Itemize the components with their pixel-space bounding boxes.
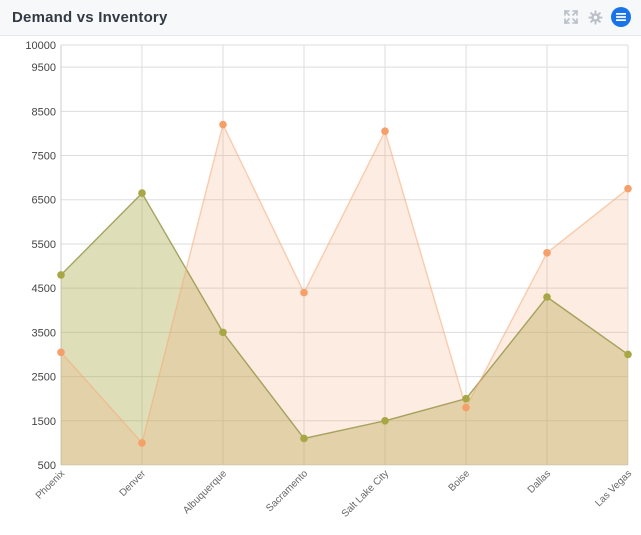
series-1-point <box>462 394 470 403</box>
y-tick-label: 4500 <box>32 283 56 295</box>
y-tick-label: 3500 <box>32 327 56 339</box>
panel-tools <box>563 7 631 27</box>
y-tick-label: 8500 <box>32 106 56 118</box>
chart-area: 500 1500 2500 3500 4500 5500 6500 7500 8500 9500 1… <box>0 36 641 530</box>
series-1-line <box>60 191 629 440</box>
series-2-point <box>219 120 227 129</box>
y-tick-label: 2500 <box>32 372 56 384</box>
y-tick-label: 10000 <box>25 40 56 52</box>
x-tick-label: Boise <box>447 468 473 494</box>
x-tick-label: Las Vegas <box>593 468 634 509</box>
series-2-point <box>543 248 551 257</box>
menu-icon[interactable] <box>611 7 631 27</box>
series-2-point <box>57 348 65 357</box>
series-1-point <box>624 350 632 359</box>
series-2-point <box>624 184 632 193</box>
expand-icon[interactable] <box>563 9 579 25</box>
series-1-point <box>381 416 389 425</box>
series-2-point <box>381 127 389 136</box>
x-tick-label: Albuquerque <box>181 468 229 516</box>
series-1-point <box>300 434 308 443</box>
x-tick-label: Dallas <box>526 468 553 495</box>
series-1-point <box>138 189 146 197</box>
y-tick-label: 5500 <box>32 239 56 251</box>
panel-title: Demand vs Inventory <box>12 9 168 26</box>
y-tick-label: 500 <box>38 460 56 472</box>
y-tick-label: 7500 <box>32 151 56 163</box>
x-tick-label: Sacramento <box>264 468 310 514</box>
series-2-point <box>462 403 470 412</box>
y-tick-label: 1500 <box>32 416 56 428</box>
series-2-point <box>300 288 308 297</box>
area-chart: 500 1500 2500 3500 4500 5500 6500 7500 8500 9500 1… <box>25 40 634 520</box>
x-tick-label: Salt Lake City <box>340 468 391 519</box>
x-tick-label: Denver <box>118 468 149 499</box>
y-tick-label: 6500 <box>32 195 56 207</box>
series-2-point <box>138 439 146 447</box>
x-tick-label: Phoenix <box>34 468 67 501</box>
series-2-area <box>61 124 628 465</box>
panel-header: Demand vs Inventory <box>0 0 641 36</box>
y-tick-label: 9500 <box>32 62 56 74</box>
series-1-point <box>219 328 227 337</box>
series-1-point <box>543 293 551 301</box>
series-2-line <box>60 122 629 445</box>
gear-icon[interactable] <box>587 9 603 25</box>
series-1-point <box>57 271 65 279</box>
series-1-area <box>61 193 628 465</box>
